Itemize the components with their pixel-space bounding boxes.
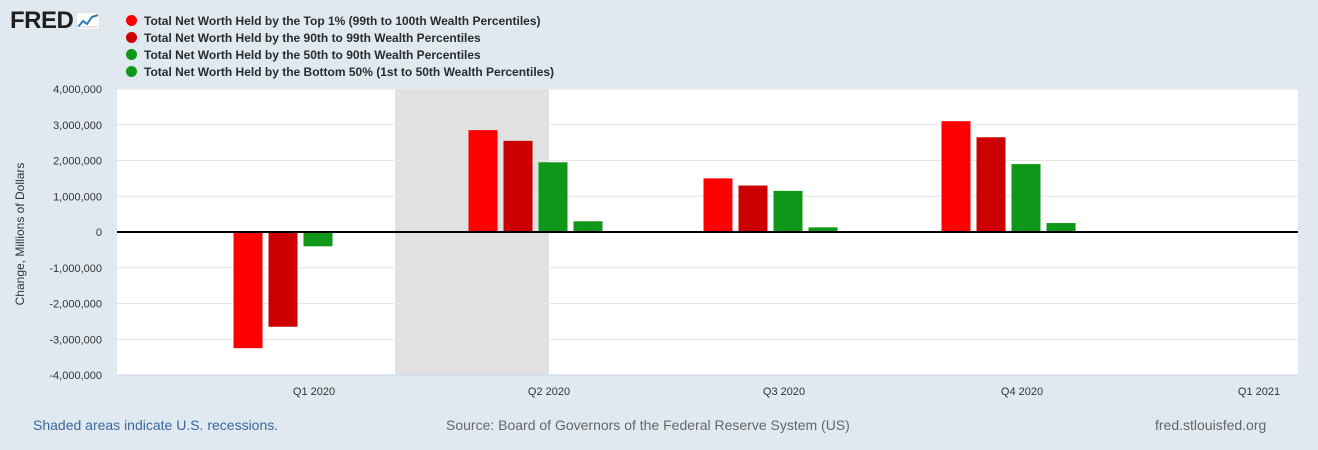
bar-chart: 4,000,000 3,000,000 2,000,000 1,000,000 0 -1,… <box>13 84 1298 398</box>
bar <box>738 185 768 232</box>
bar <box>773 190 803 232</box>
fred-logo[interactable]: FRED <box>10 7 101 34</box>
bar <box>468 130 498 232</box>
x-tick-label: Q1 2020 <box>293 386 335 398</box>
chart-legend: Total Net Worth Held by the Top 1% (99th… <box>126 12 554 80</box>
y-tick-label: 3,000,000 <box>53 120 102 132</box>
site-link[interactable]: fred.stlouisfed.org <box>1155 417 1267 433</box>
x-tick-label: Q3 2020 <box>763 386 805 398</box>
y-tick-label: -3,000,000 <box>49 334 102 346</box>
bar <box>703 178 733 232</box>
y-axis-title: Change, Millions of Dollars <box>13 163 27 306</box>
y-tick-label: -4,000,000 <box>49 370 102 382</box>
bar <box>941 121 971 232</box>
legend-item[interactable]: Total Net Worth Held by the Bottom 50% (… <box>126 63 554 80</box>
x-tick-label: Q1 2021 <box>1238 386 1280 398</box>
y-tick-label: -2,000,000 <box>49 299 102 311</box>
bar <box>976 137 1006 232</box>
bar <box>538 162 568 232</box>
y-tick-label: 2,000,000 <box>53 156 102 168</box>
bar <box>1046 223 1076 232</box>
recession-note: Shaded areas indicate U.S. recessions. <box>33 417 279 433</box>
bar <box>233 232 263 349</box>
y-tick-label: 0 <box>96 227 102 239</box>
bar <box>268 232 298 327</box>
legend-marker <box>126 32 137 43</box>
legend-item[interactable]: Total Net Worth Held by the 50th to 90th… <box>126 46 554 63</box>
fred-logo-text: FRED <box>10 7 74 34</box>
y-tick-label: -1,000,000 <box>49 263 102 275</box>
bar <box>503 140 533 232</box>
legend-label: Total Net Worth Held by the Top 1% (99th… <box>144 13 541 28</box>
trend-line-icon <box>76 12 101 30</box>
bar <box>573 221 603 232</box>
bar <box>1011 164 1041 232</box>
legend-marker <box>126 66 137 77</box>
x-tick-label: Q4 2020 <box>1001 386 1043 398</box>
bar <box>303 232 333 247</box>
legend-label: Total Net Worth Held by the Bottom 50% (… <box>144 64 555 79</box>
legend-item[interactable]: Total Net Worth Held by the 90th to 99th… <box>126 29 554 46</box>
bar <box>808 227 838 232</box>
legend-marker <box>126 49 137 60</box>
source-note: Source: Board of Governors of the Federa… <box>446 417 850 433</box>
y-tick-label: 4,000,000 <box>53 84 102 96</box>
legend-item[interactable]: Total Net Worth Held by the Top 1% (99th… <box>126 12 554 29</box>
legend-label: Total Net Worth Held by the 90th to 99th… <box>144 30 481 45</box>
legend-marker <box>126 15 137 26</box>
x-tick-label: Q2 2020 <box>528 386 570 398</box>
y-tick-label: 1,000,000 <box>53 191 102 203</box>
legend-label: Total Net Worth Held by the 50th to 90th… <box>144 47 481 62</box>
